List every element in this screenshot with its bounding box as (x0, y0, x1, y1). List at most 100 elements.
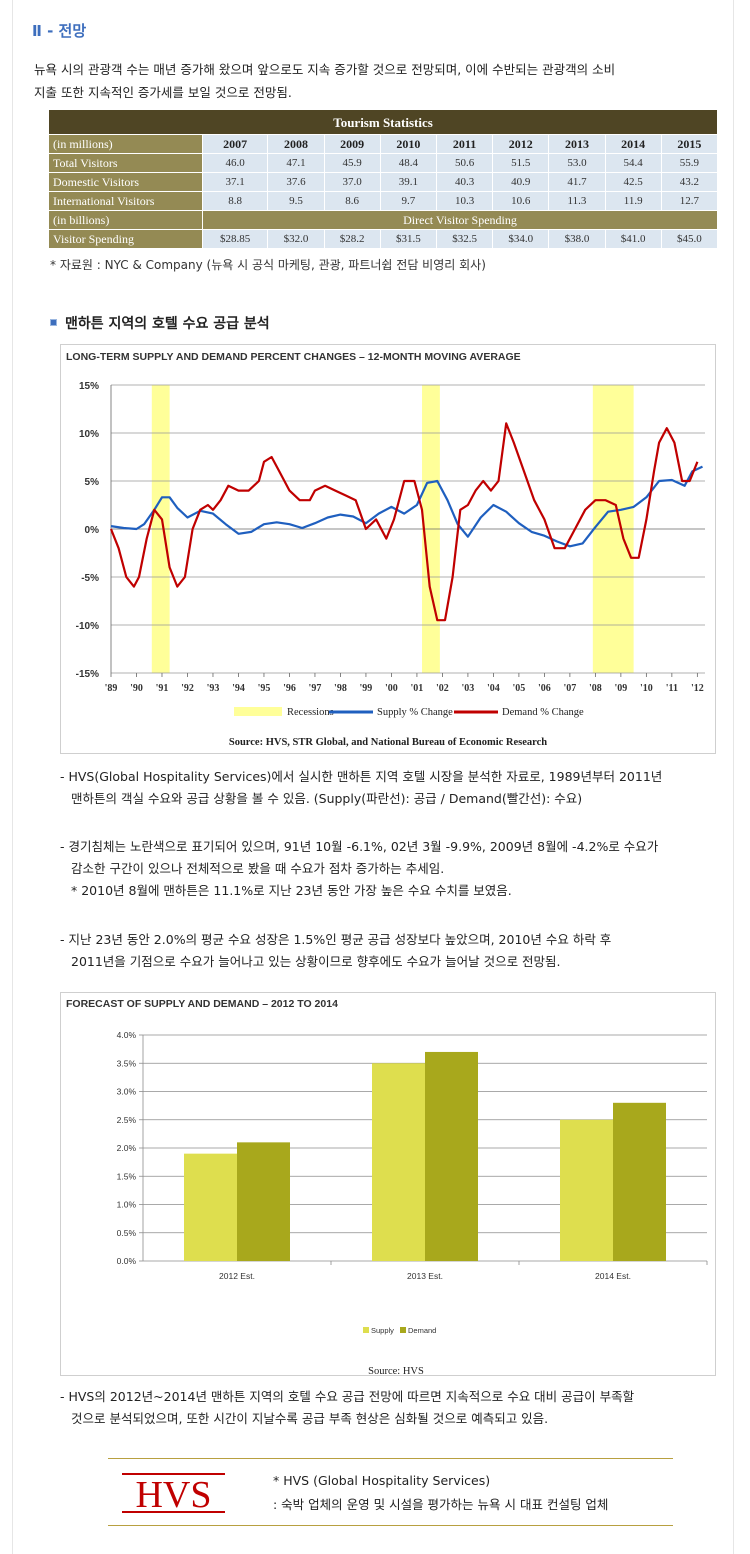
table-cell: 10.6 (492, 191, 550, 211)
bar-chart-source: Source: HVS (368, 1366, 424, 1375)
table-cell: 9.7 (379, 191, 437, 211)
description-line: 것으로 분석되었으며, 또한 시간이 지날수록 공급 부족 현상은 심화될 것으… (71, 1411, 549, 1426)
x-tick-label: '12 (691, 683, 704, 694)
y-tick-label: 0.0% (117, 1256, 137, 1266)
table-cell: 54.4 (604, 153, 662, 173)
description-line: - 경기침체는 노란색으로 표기되어 있으며, 91년 10월 -6.1%, 0… (60, 839, 659, 854)
table-cell: $28.2 (323, 229, 381, 249)
line-chart-title: LONG-TERM SUPPLY AND DEMAND PERCENT CHAN… (66, 351, 521, 363)
table-cell: 10.3 (435, 191, 494, 211)
footer-box: HVS * HVS (Global Hospitality Services) … (108, 1458, 673, 1526)
unit-label: (in millions) (48, 134, 203, 154)
description-line: * 2010년 8월에 맨하튼은 11.1%로 지난 23년 동안 가장 높은 … (71, 883, 512, 898)
x-tick-label: '05 (513, 683, 526, 694)
legend-label: Demand (408, 1326, 436, 1335)
table-cell: 37.0 (323, 172, 381, 192)
line-chart-legend: Recessions Supply % Change Demand % Chan… (234, 707, 584, 718)
table-row: Domestic Visitors 37.1 37.6 37.0 39.1 40… (48, 172, 719, 192)
line-chart-panel: LONG-TERM SUPPLY AND DEMAND PERCENT CHAN… (60, 344, 716, 754)
description-line: - 지난 23년 동안 2.0%의 평균 수요 성장은 1.5%인 평균 공급 … (60, 932, 612, 947)
x-tick-label: '98 (334, 683, 347, 694)
x-tick-label: '01 (411, 683, 424, 694)
x-tick-label: '94 (232, 683, 245, 694)
y-tick-label: 3.5% (117, 1058, 137, 1068)
year-header: 2013 (548, 134, 606, 154)
x-tick-label: '00 (385, 683, 398, 694)
description-block: - 경기침체는 노란색으로 표기되어 있으며, 91년 10월 -6.1%, 0… (60, 836, 730, 902)
spending-header: Direct Visitor Spending (202, 210, 718, 230)
footer-company-name: * HVS (Global Hospitality Services) (273, 1473, 491, 1488)
x-tick-label: '03 (462, 683, 475, 694)
legend-swatch-demand (400, 1327, 406, 1333)
table-cell: $31.5 (379, 229, 437, 249)
footer-text: * HVS (Global Hospitality Services) : 숙박… (273, 1469, 608, 1517)
legend-label: Supply (371, 1326, 394, 1335)
table-cell: 11.3 (548, 191, 606, 211)
row-label: International Visitors (48, 191, 203, 211)
x-tick-label: '09 (614, 683, 627, 694)
description-line: - HVS(Global Hospitality Services)에서 실시한… (60, 769, 663, 784)
bar-chart-legend: Supply Demand (363, 1326, 436, 1335)
y-tick-label: 5% (85, 477, 100, 488)
x-tick-label: '95 (258, 683, 271, 694)
x-tick-label: '99 (360, 683, 373, 694)
section-title: Ⅱ - 전망 (32, 22, 87, 40)
table-title: Tourism Statistics (48, 109, 718, 135)
intro-text: 뉴욕 시의 관광객 수는 매년 증가해 왔으며 앞으로도 지속 증가할 것으로 … (34, 58, 724, 104)
line-chart: LONG-TERM SUPPLY AND DEMAND PERCENT CHAN… (66, 351, 705, 748)
table-cell: 46.0 (201, 153, 269, 173)
footer-company-desc: : 숙박 업체의 운영 및 시설을 평가하는 뉴욕 시 대표 컨설팅 업체 (273, 1497, 609, 1512)
intro-line: 지출 또한 지속적인 증가세를 보일 것으로 전망됨. (34, 85, 292, 100)
table-row: Visitor Spending $28.85 $32.0 $28.2 $31.… (48, 229, 719, 249)
bar-chart: FORECAST OF SUPPLY AND DEMAND – 2012 TO … (66, 998, 708, 1377)
bar-demand (237, 1142, 290, 1261)
description-block: - 지난 23년 동안 2.0%의 평균 수요 성장은 1.5%인 평균 공급 … (60, 929, 730, 973)
bar-chart-title: FORECAST OF SUPPLY AND DEMAND – 2012 TO … (66, 998, 338, 1010)
table-cell: 51.5 (492, 153, 550, 173)
y-tick-label: 15% (79, 381, 99, 392)
table-row: (in billions) Direct Visitor Spending (48, 210, 718, 230)
legend-label: Supply % Change (377, 707, 453, 718)
table-cell: 45.9 (323, 153, 381, 173)
table-cell: 37.1 (201, 172, 269, 192)
hvs-logo-text: HVS (135, 1474, 211, 1515)
y-tick-label: -5% (81, 573, 99, 584)
table-row: (in millions) 2007 2008 2009 2010 2011 2… (48, 134, 719, 154)
y-tick-label: 1.0% (117, 1200, 137, 1210)
x-tick-label: '97 (309, 683, 322, 694)
bar-supply (372, 1063, 425, 1261)
y-tick-label: 10% (79, 429, 99, 440)
table-cell: 9.5 (267, 191, 325, 211)
y-tick-label: 0.5% (117, 1228, 137, 1238)
description-line: 맨하튼의 객실 수요와 공급 상황을 볼 수 있음. (Supply(파란선):… (71, 791, 583, 806)
table-cell: 43.2 (660, 172, 719, 192)
table-cell: $28.85 (201, 229, 269, 249)
table-cell: 40.9 (492, 172, 550, 192)
hvs-logo: HVS (122, 1473, 225, 1515)
table-cell: 12.7 (660, 191, 719, 211)
bar-supply (184, 1153, 237, 1261)
line-chart-source: Source: HVS, STR Global, and National Bu… (229, 737, 547, 748)
table-cell: 37.6 (267, 172, 325, 192)
bullet-square-icon (50, 318, 57, 326)
x-tick-label: '10 (640, 683, 653, 694)
table-cell: $32.5 (435, 229, 494, 249)
y-tick-label: -10% (76, 621, 99, 632)
y-tick-label: 4.0% (117, 1030, 137, 1040)
table-cell: 55.9 (660, 153, 719, 173)
x-tick-label: '06 (538, 683, 551, 694)
table-cell: $34.0 (492, 229, 550, 249)
year-header: 2010 (379, 134, 437, 154)
y-tick-label: 0% (85, 525, 100, 536)
year-header: 2015 (660, 134, 719, 154)
x-tick-label: 2012 Est. (219, 1271, 255, 1281)
table-cell: 42.5 (604, 172, 662, 192)
table-cell: $32.0 (267, 229, 325, 249)
tourism-statistics-table: Tourism Statistics (in millions) 2007 20… (48, 109, 719, 249)
description-line: - HVS의 2012년~2014년 맨하튼 지역의 호텔 수요 공급 전망에 … (60, 1389, 635, 1404)
table-cell: 8.8 (201, 191, 269, 211)
table-row: International Visitors 8.8 9.5 8.6 9.7 1… (48, 191, 719, 211)
table-cell: 11.9 (604, 191, 662, 211)
year-header: 2011 (435, 134, 494, 154)
x-tick-label: '07 (563, 683, 576, 694)
